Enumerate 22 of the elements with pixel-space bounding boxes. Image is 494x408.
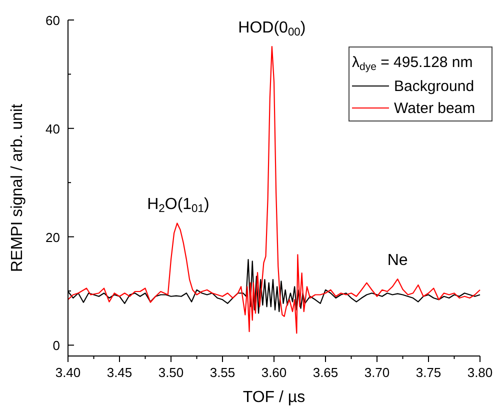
x-tick-label: 3.55 [210, 365, 236, 380]
annotation: Ne [387, 252, 408, 270]
x-tick-label: 3.50 [158, 365, 184, 380]
x-tick-label: 3.75 [416, 365, 442, 380]
x-tick-label: 3.45 [106, 365, 132, 380]
x-tick-label: 3.60 [261, 365, 287, 380]
y-tick-label: 20 [46, 230, 60, 245]
legend-label: Water beam [394, 100, 476, 117]
annotation: H$_{2}$O(1$_{01}$) [147, 196, 210, 216]
legend-label: Background [394, 78, 474, 95]
legend-title: λ$_{dye}$ = 495.128 nm [352, 54, 473, 74]
y-tick-label: 40 [46, 121, 60, 136]
x-tick-label: 3.80 [467, 365, 493, 380]
line-series [67, 46, 481, 334]
y-tick-label: 60 [46, 13, 60, 28]
x-tick-label: 3.65 [312, 365, 338, 380]
y-tick-label: 0 [52, 338, 60, 354]
x-tick-label: 3.40 [55, 365, 81, 380]
x-axis-title: TOF / µs [242, 389, 306, 406]
y-axis-title: REMPI signal / arb. unit [9, 103, 26, 272]
x-tick-label: 3.70 [364, 365, 390, 380]
annotation: HOD(0$_{00}$) [238, 20, 306, 39]
